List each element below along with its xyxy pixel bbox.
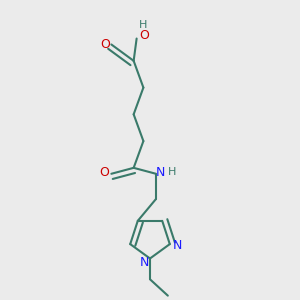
Text: N: N [156,166,165,179]
Text: N: N [140,256,149,269]
Text: H: H [138,20,147,30]
Text: H: H [168,167,176,177]
Text: N: N [172,239,182,252]
Text: O: O [100,38,110,51]
Text: O: O [99,166,109,179]
Text: O: O [139,29,149,42]
